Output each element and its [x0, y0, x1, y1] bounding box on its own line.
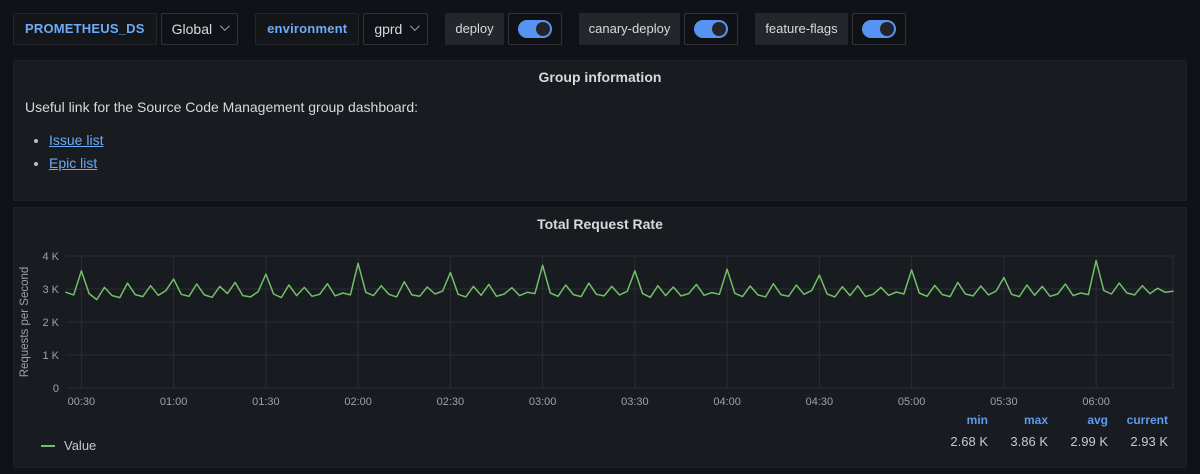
svg-text:0: 0	[53, 383, 59, 395]
chart-canvas[interactable]: 0 1 K 2 K 3 K 4 K 00:30 01:00 01:30 02:00 02:30 03…	[14, 248, 1188, 410]
legend-stats-table: min max avg current 2.68 K 3.86 K 2.99 K…	[928, 413, 1168, 455]
chevron-down-icon	[220, 21, 230, 32]
feature-flags-toggle[interactable]	[851, 13, 906, 45]
stat-value-min: 2.68 K	[950, 434, 988, 449]
stat-value-avg: 2.99 K	[1070, 434, 1108, 449]
svg-text:01:00: 01:00	[160, 396, 188, 408]
toggle-on-icon	[694, 20, 729, 38]
svg-text:03:30: 03:30	[621, 396, 649, 408]
issue-list-link[interactable]: Issue list	[49, 132, 104, 148]
svg-text:02:00: 02:00	[344, 396, 372, 408]
svg-text:03:00: 03:00	[529, 396, 557, 408]
environment-variable-picker[interactable]: gprd	[363, 13, 429, 45]
svg-text:3 K: 3 K	[42, 284, 59, 296]
environment-variable-value: gprd	[374, 21, 403, 37]
panel-title-group-information[interactable]: Group information	[538, 69, 662, 85]
deploy-toggle[interactable]	[507, 13, 562, 45]
svg-text:02:30: 02:30	[437, 396, 465, 408]
chevron-down-icon	[410, 21, 421, 32]
datasource-variable-value: Global	[171, 21, 213, 37]
stat-header-min[interactable]: min	[966, 413, 988, 427]
toggle-on-icon	[861, 20, 896, 38]
group-info-link-list: Issue list Epic list	[49, 132, 1175, 171]
legend-item-value: Value	[41, 438, 96, 453]
svg-text:00:30: 00:30	[68, 396, 96, 408]
svg-text:1 K: 1 K	[42, 350, 59, 362]
datasource-variable-picker[interactable]: Global	[160, 13, 239, 45]
svg-text:2 K: 2 K	[42, 317, 59, 329]
legend-series-name[interactable]: Value	[64, 438, 97, 453]
svg-text:04:30: 04:30	[806, 396, 834, 408]
panel-title-total-request-rate[interactable]: Total Request Rate	[537, 216, 663, 232]
list-item: Issue list	[49, 132, 1175, 148]
group-information-panel: Group information Useful link for the So…	[13, 60, 1187, 201]
toggle-on-icon	[517, 20, 552, 38]
stat-value-current: 2.93 K	[1130, 434, 1168, 449]
svg-text:05:30: 05:30	[990, 396, 1018, 408]
stat-header-avg[interactable]: avg	[1087, 413, 1108, 427]
canary-deploy-toggle-label: canary-deploy	[578, 13, 681, 45]
svg-text:04:00: 04:00	[713, 396, 741, 408]
stat-header-max[interactable]: max	[1023, 413, 1048, 427]
datasource-variable-label: PROMETHEUS_DS	[13, 13, 157, 45]
environment-variable-label: environment	[255, 13, 360, 45]
canary-deploy-toggle[interactable]	[684, 13, 739, 45]
svg-text:4 K: 4 K	[42, 251, 59, 263]
total-request-rate-panel: Total Request Rate 0 1 K 2 K 3 K 4 K 00:30 01:…	[13, 207, 1187, 468]
series-color-dash-icon	[41, 444, 55, 447]
list-item: Epic list	[49, 155, 1175, 171]
deploy-toggle-label: deploy	[445, 13, 504, 45]
svg-text:01:30: 01:30	[252, 396, 280, 408]
group-info-intro-text: Useful link for the Source Code Manageme…	[25, 99, 419, 115]
svg-text:Requests per Second: Requests per Second	[19, 267, 31, 378]
epic-list-link[interactable]: Epic list	[49, 155, 98, 171]
svg-text:05:00: 05:00	[898, 396, 926, 408]
svg-text:06:00: 06:00	[1082, 396, 1110, 408]
stat-header-current[interactable]: current	[1126, 413, 1168, 427]
stat-value-max: 3.86 K	[1010, 434, 1048, 449]
dashboard-variables-bar: PROMETHEUS_DS Global environment gprd de…	[13, 13, 923, 45]
feature-flags-toggle-label: feature-flags	[755, 13, 848, 45]
